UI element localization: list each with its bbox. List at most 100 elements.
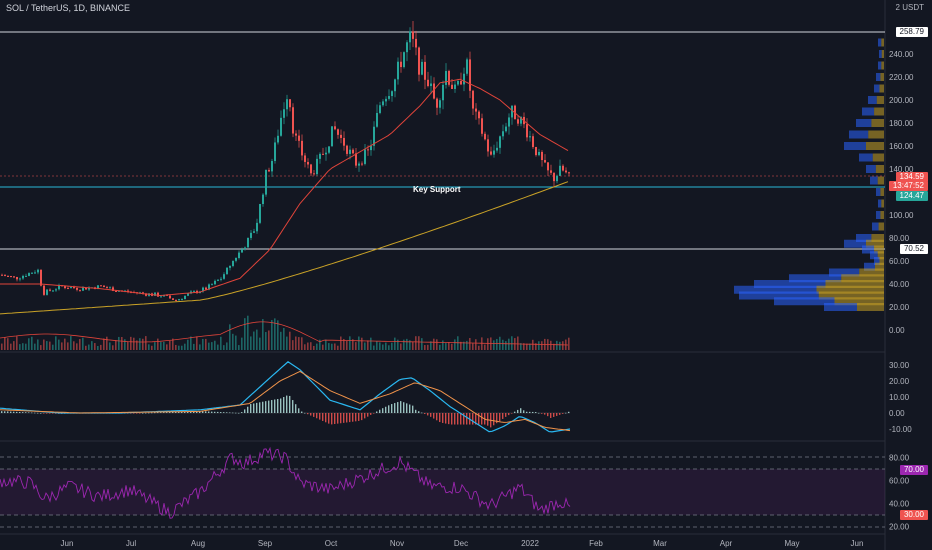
volume-profile-bar <box>871 234 884 242</box>
candle-body <box>481 118 483 134</box>
macd-hist-bar <box>562 413 564 414</box>
macd-hist-bar <box>523 410 525 413</box>
support-low-price-tag: 70.52 <box>899 244 928 254</box>
macd-hist-bar <box>277 399 279 413</box>
volume-bar <box>1 343 3 350</box>
volume-bar <box>268 330 270 350</box>
macd-hist-bar <box>7 411 9 413</box>
volume-bar <box>169 340 171 350</box>
volume-bar <box>115 339 117 350</box>
macd-hist-bar <box>283 397 285 413</box>
volume-bar <box>52 344 54 350</box>
candle-body <box>214 280 216 285</box>
candle-body <box>457 80 459 85</box>
macd-hist-bar <box>202 411 204 413</box>
volume-bar <box>142 338 144 350</box>
macd-hist-bar <box>181 411 183 413</box>
volume-bar <box>220 336 222 350</box>
macd-hist-bar <box>298 408 300 413</box>
volume-bar <box>37 339 39 350</box>
macd-hist-bar <box>169 412 171 413</box>
candle-body <box>193 290 195 292</box>
volume-bar <box>136 340 138 350</box>
macd-hist-bar <box>343 413 345 423</box>
volume-profile-bar <box>880 211 884 219</box>
volume-profile-bar <box>816 285 884 294</box>
candle-body <box>226 267 228 275</box>
volume-profile-bar <box>881 38 884 47</box>
candle-body <box>106 287 108 289</box>
volume-bar <box>346 340 348 350</box>
macd-hist-bar <box>127 413 129 414</box>
macd-hist-bar <box>241 412 243 413</box>
candle-body <box>403 52 405 68</box>
candle-body <box>454 84 456 89</box>
macd-hist-bar <box>226 412 228 413</box>
macd-hist-bar <box>514 411 516 413</box>
time-axis-label: Dec <box>454 539 468 548</box>
candle-body <box>25 275 27 277</box>
volume-bar <box>91 341 93 350</box>
macd-hist-bar <box>319 413 321 420</box>
volume-bar <box>244 318 246 350</box>
volume-bar <box>337 345 339 350</box>
volume-profile-bar <box>844 142 866 150</box>
symbol-title[interactable]: SOL / TetherUS, 1D, BINANCE <box>6 3 131 13</box>
volume-profile-bar <box>879 257 884 265</box>
volume-bar <box>160 342 162 350</box>
macd-hist-bar <box>208 411 210 413</box>
volume-bar <box>472 343 474 350</box>
macd-hist-bar <box>505 413 507 417</box>
candle-body <box>271 161 273 172</box>
macd-hist-bar <box>253 403 255 413</box>
macd-hist-bar <box>367 413 369 417</box>
volume-bar <box>568 337 570 350</box>
volume-bar <box>418 336 420 350</box>
macd-hist-bar <box>499 413 501 422</box>
candle-body <box>418 47 420 75</box>
rsi-axis: 80.00 60.00 40.00 20.00 <box>889 454 910 532</box>
volume-bar <box>76 343 78 350</box>
volume-bar <box>364 342 366 350</box>
volume-bar <box>493 340 495 350</box>
macd-hist-bar <box>154 412 156 414</box>
volume-bar <box>70 336 72 350</box>
macd-hist-bar <box>493 413 495 426</box>
macd-hist-bar <box>268 400 270 413</box>
macd-hist-bar <box>139 413 141 414</box>
volume-bar <box>274 318 276 350</box>
macd-hist-bar <box>205 411 207 413</box>
macd-hist-bar <box>436 413 438 421</box>
macd-hist-bar <box>172 411 174 413</box>
macd-hist-bar <box>352 413 354 422</box>
volume-profile-bar <box>876 188 881 196</box>
volume-bar <box>154 342 156 350</box>
candle-body <box>52 290 54 292</box>
candle-body <box>307 161 309 165</box>
candle-body <box>487 139 489 152</box>
candle-body <box>475 108 477 112</box>
macd-hist-bar <box>265 401 267 413</box>
macd-hist-bar <box>247 406 249 413</box>
macd-hist-bar <box>1 411 3 413</box>
volume-bar <box>157 338 159 350</box>
macd-hist-bar <box>19 411 21 413</box>
macd-hist-bar <box>478 413 480 425</box>
candle-body <box>70 287 72 289</box>
macd-hist-bar <box>385 406 387 413</box>
candle-body <box>343 137 345 146</box>
rsi-band <box>0 469 885 515</box>
volume-profile-bar <box>844 239 866 248</box>
volume-profile-bar <box>859 268 884 277</box>
volume-profile-bar <box>878 199 882 208</box>
volume-bar <box>403 339 405 350</box>
candle-body <box>28 273 30 276</box>
candle-body <box>4 275 6 277</box>
volume-bar <box>550 340 552 350</box>
candle-body <box>463 73 465 85</box>
candle-body <box>370 145 372 151</box>
macd-hist-bar <box>532 411 534 413</box>
candle-body <box>112 287 114 292</box>
macd-hist-bar <box>460 413 462 425</box>
